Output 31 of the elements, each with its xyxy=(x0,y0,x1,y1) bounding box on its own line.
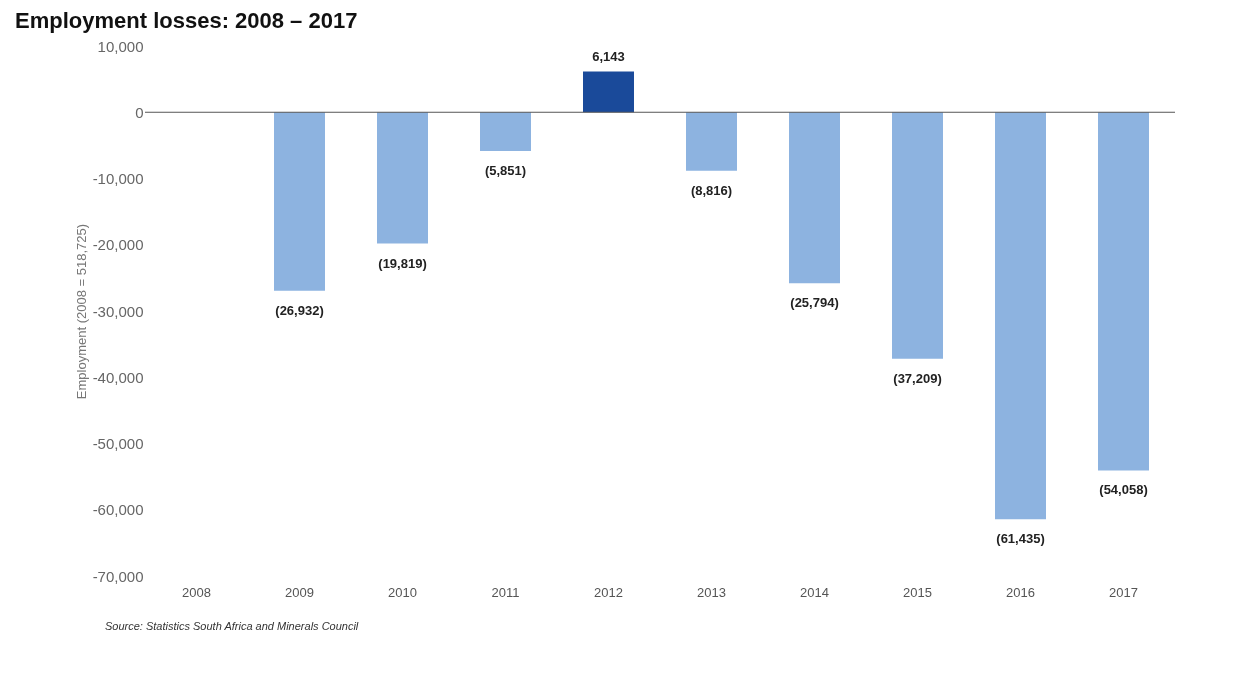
y-tick-label: 0 xyxy=(135,103,144,121)
data-label: (19,819) xyxy=(378,255,427,271)
x-tick-label: 2010 xyxy=(388,584,417,600)
x-tick-label: 2012 xyxy=(594,584,623,600)
y-tick-label: -30,000 xyxy=(92,302,144,320)
y-tick-label: 10,000 xyxy=(97,37,144,55)
data-label: (61,435) xyxy=(996,531,1045,547)
x-tick-label: 2016 xyxy=(1006,584,1035,600)
x-tick-label: 2013 xyxy=(697,584,726,600)
y-axis-title: Employment (2008 = 518,725) xyxy=(73,223,89,400)
y-tick-label: -40,000 xyxy=(92,368,144,386)
x-tick-label: 2015 xyxy=(903,584,932,600)
y-tick-label: -20,000 xyxy=(92,236,144,254)
data-label: (54,058) xyxy=(1099,482,1148,498)
y-tick-label: -70,000 xyxy=(92,567,144,585)
x-tick-label: 2008 xyxy=(182,584,211,600)
data-label: (25,794) xyxy=(790,295,839,311)
data-label: (5,851) xyxy=(484,163,527,179)
data-label: (26,932) xyxy=(275,302,324,318)
data-label: 6,143 xyxy=(592,48,625,64)
x-tick-label: 2014 xyxy=(800,584,829,600)
source-note: Source: Statistics South Africa and Minerals Council xyxy=(105,620,359,632)
chart-title: Employment losses: 2008 – 2017 xyxy=(15,8,358,33)
data-label: (8,816) xyxy=(690,182,733,198)
x-tick-label: 2011 xyxy=(491,584,520,600)
x-tick-label: 2017 xyxy=(1109,584,1138,600)
y-tick-label: -60,000 xyxy=(92,501,144,519)
y-tick-label: -10,000 xyxy=(92,170,144,187)
data-label: (37,209) xyxy=(893,370,942,386)
y-tick-label: -50,000 xyxy=(92,435,144,452)
x-tick-label: 2009 xyxy=(285,584,314,600)
